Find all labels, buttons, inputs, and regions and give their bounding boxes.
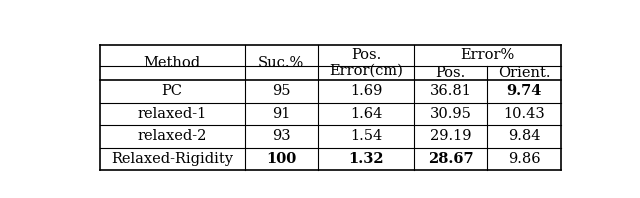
Text: 1.54: 1.54 xyxy=(350,129,382,143)
Text: Error%: Error% xyxy=(460,49,515,62)
Text: 36.81: 36.81 xyxy=(429,84,472,98)
Text: 28.67: 28.67 xyxy=(428,152,474,166)
Text: Pos.: Pos. xyxy=(435,66,466,80)
Text: Relaxed-Rigidity: Relaxed-Rigidity xyxy=(111,152,233,166)
Text: 1.69: 1.69 xyxy=(350,84,382,98)
Text: Method: Method xyxy=(143,56,201,70)
Text: 29.19: 29.19 xyxy=(430,129,471,143)
Text: 10.43: 10.43 xyxy=(504,107,545,121)
Text: 91: 91 xyxy=(272,107,291,121)
Text: 9.74: 9.74 xyxy=(507,84,542,98)
Text: Orient.: Orient. xyxy=(498,66,550,80)
Text: relaxed-1: relaxed-1 xyxy=(138,107,207,121)
Text: Pos.
Error(cm): Pos. Error(cm) xyxy=(329,48,403,78)
Text: PC: PC xyxy=(162,84,182,98)
Text: 93: 93 xyxy=(272,129,291,143)
Text: 9.84: 9.84 xyxy=(508,129,541,143)
Text: 1.32: 1.32 xyxy=(348,152,384,166)
Text: 100: 100 xyxy=(266,152,296,166)
Text: 9.86: 9.86 xyxy=(508,152,541,166)
Text: 30.95: 30.95 xyxy=(429,107,472,121)
Text: 95: 95 xyxy=(272,84,291,98)
Text: Suc.%: Suc.% xyxy=(258,56,305,70)
Text: relaxed-2: relaxed-2 xyxy=(138,129,207,143)
Text: 1.64: 1.64 xyxy=(350,107,382,121)
